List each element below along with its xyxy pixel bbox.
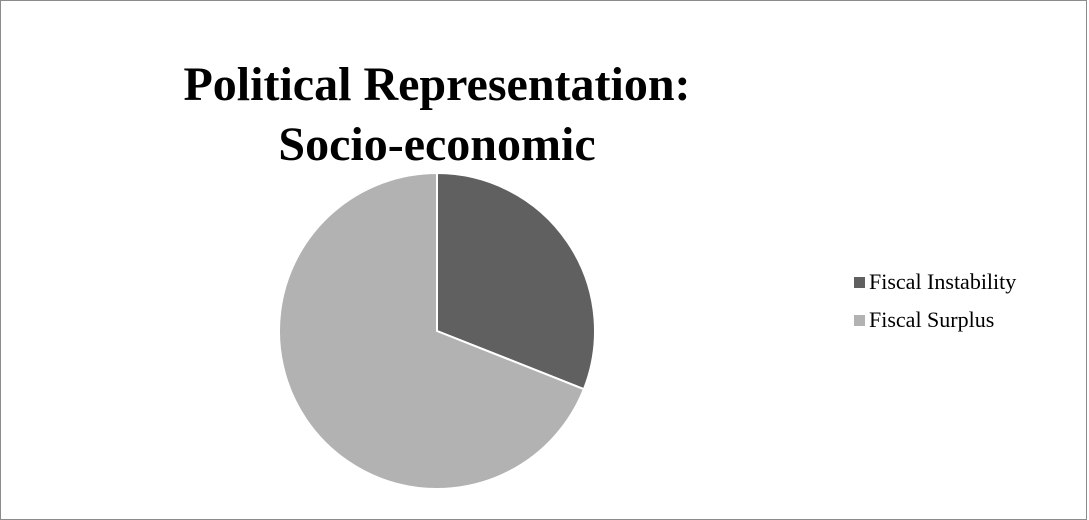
pie-slices xyxy=(277,171,596,490)
chart-title: Political Representation: Socio-economic xyxy=(1,55,873,175)
legend-label-fiscal-instability: Fiscal Instability xyxy=(869,269,1017,294)
legend-label-fiscal-surplus: Fiscal Surplus xyxy=(869,307,995,332)
legend-item-fiscal-instability: Fiscal Instability xyxy=(854,263,1016,301)
pie-slice-fiscal-instability xyxy=(436,171,596,391)
legend-swatch-fiscal-instability xyxy=(854,276,865,288)
chart-legend: Fiscal Instability Fiscal Surplus xyxy=(854,263,1016,339)
legend-swatch-fiscal-surplus xyxy=(854,314,865,326)
legend-item-fiscal-surplus: Fiscal Surplus xyxy=(854,301,1016,339)
chart-title-line-2: Socio-economic xyxy=(278,118,596,171)
chart-title-line-1: Political Representation: xyxy=(183,58,691,111)
pie-slice-fiscal-surplus xyxy=(277,171,586,490)
